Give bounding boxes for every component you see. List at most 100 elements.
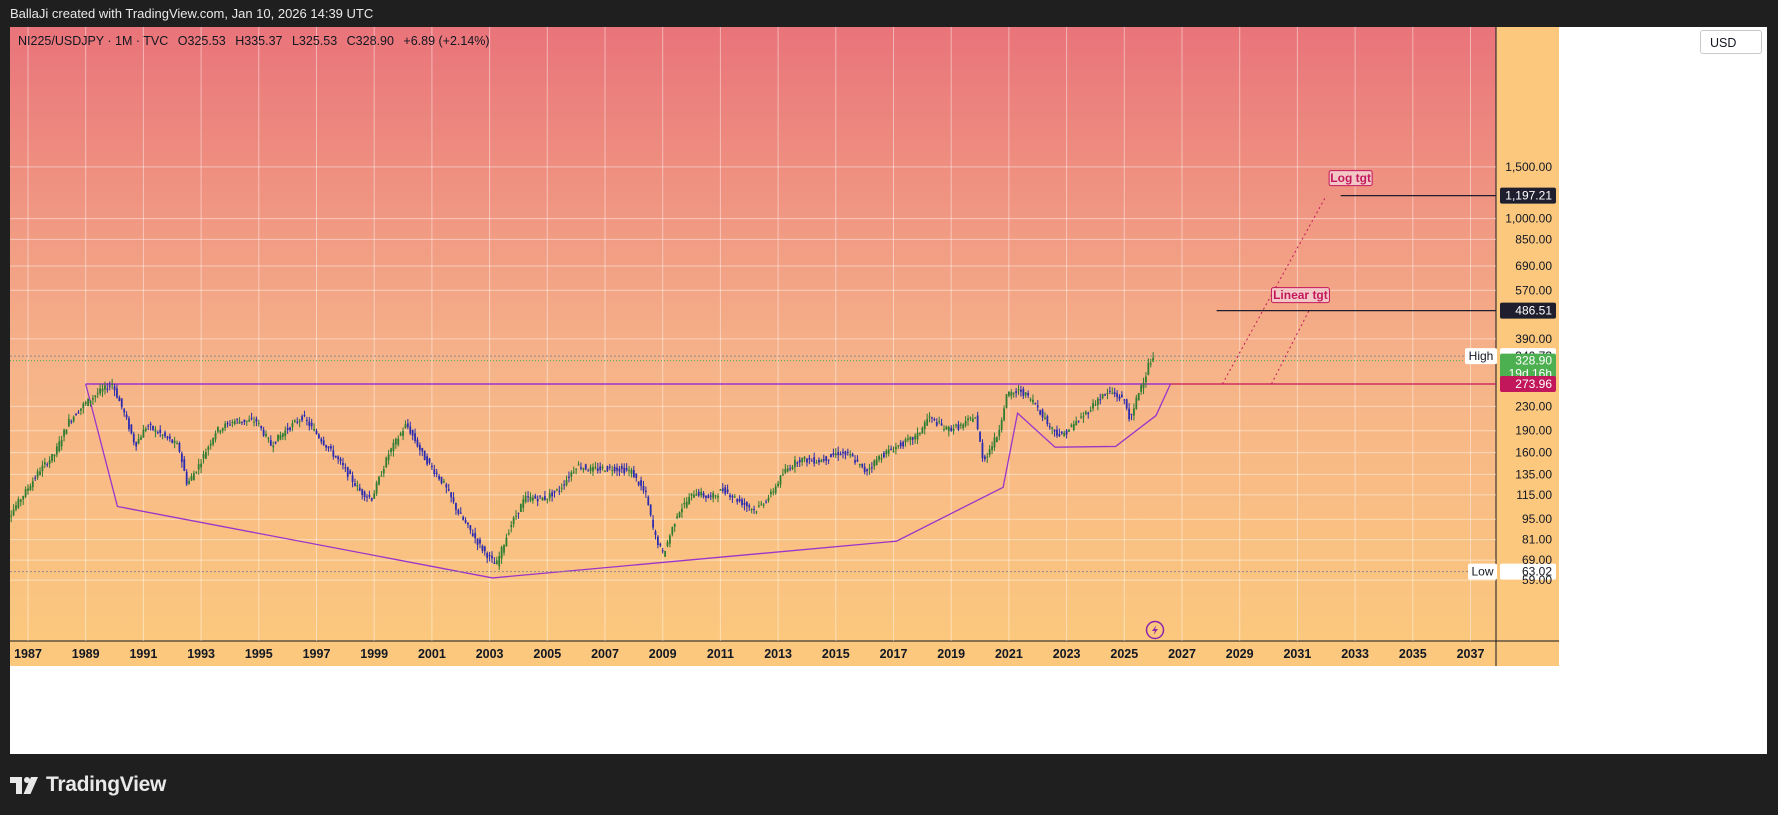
candle-body bbox=[84, 402, 87, 404]
candle-body bbox=[661, 550, 664, 552]
candle-body bbox=[760, 503, 763, 505]
candle-body bbox=[1116, 393, 1118, 397]
candle-body bbox=[543, 496, 546, 500]
candle-body bbox=[654, 531, 657, 536]
candle-body bbox=[940, 423, 943, 426]
candle-body bbox=[1111, 392, 1114, 394]
candle-body bbox=[498, 556, 501, 567]
candle-body bbox=[685, 501, 688, 508]
candle-body bbox=[351, 475, 354, 482]
candle-body bbox=[310, 422, 313, 427]
candle-body bbox=[1010, 392, 1013, 396]
brand-logo[interactable]: TradingView bbox=[10, 770, 166, 800]
candle-body bbox=[43, 462, 46, 465]
candle-body bbox=[166, 436, 169, 439]
candle-body bbox=[1075, 421, 1078, 426]
candle-body bbox=[214, 433, 217, 440]
time-tick-label: 2011 bbox=[707, 647, 734, 661]
candle-body bbox=[753, 508, 755, 510]
candle-body bbox=[794, 459, 796, 467]
candle-body bbox=[79, 408, 82, 411]
candle-body bbox=[229, 424, 231, 426]
high-tag-label-box bbox=[1465, 348, 1497, 365]
candle-body bbox=[608, 466, 611, 468]
attribution-text: BallaJi created with TradingView.com, Ja… bbox=[10, 6, 374, 21]
candle-body bbox=[664, 551, 667, 557]
candle-body bbox=[298, 420, 301, 422]
symbol-label[interactable]: NI225/USDJPY · 1M · TVC bbox=[18, 34, 169, 48]
candle-body bbox=[652, 519, 654, 528]
candle-body bbox=[551, 492, 554, 497]
candle-body bbox=[534, 495, 537, 499]
candle-body bbox=[765, 501, 767, 503]
tradingview-logo-icon bbox=[10, 776, 38, 794]
candle-body bbox=[974, 417, 977, 419]
price-axis-background bbox=[1496, 27, 1559, 666]
time-tick-label: 2007 bbox=[591, 647, 619, 661]
price-tick-label: 190.00 bbox=[1515, 424, 1552, 438]
candle-body bbox=[935, 422, 938, 426]
price-tick-label: 69.00 bbox=[1522, 553, 1552, 567]
candle-body bbox=[577, 464, 580, 466]
candle-body bbox=[947, 426, 950, 432]
candle-body bbox=[423, 451, 426, 461]
candle-body bbox=[248, 419, 251, 422]
candle-body bbox=[253, 421, 255, 423]
candle-body bbox=[366, 496, 368, 498]
candle-body bbox=[630, 469, 633, 474]
candle-body bbox=[580, 467, 582, 469]
candle-body bbox=[839, 453, 842, 456]
candle-body bbox=[695, 493, 698, 496]
linear-target-tag-box bbox=[1270, 287, 1330, 304]
candle-body bbox=[281, 433, 284, 438]
candle-body bbox=[791, 466, 794, 469]
candle-body bbox=[1135, 397, 1138, 409]
price-axis[interactable]: 1,500.00 1,000.00 850.00 690.00 570.00 390.00… bbox=[1505, 160, 1552, 587]
candle-body bbox=[137, 438, 140, 444]
candle-body bbox=[260, 425, 263, 429]
candle-body bbox=[510, 525, 513, 528]
candle-body bbox=[404, 424, 407, 428]
close-value: C328.90 bbox=[346, 34, 394, 48]
candle-body bbox=[678, 512, 681, 517]
lightning-icon[interactable] bbox=[1145, 620, 1165, 640]
candle-body bbox=[245, 420, 248, 422]
neckline-value-label-box bbox=[1500, 375, 1556, 392]
candle-body bbox=[683, 502, 686, 505]
candle-body bbox=[1048, 426, 1051, 428]
candle-body bbox=[462, 516, 465, 520]
candle-body bbox=[964, 420, 967, 426]
low-tag-label: Low bbox=[1471, 565, 1493, 579]
candle-body bbox=[769, 491, 772, 495]
candle-body bbox=[190, 476, 193, 481]
candle-body bbox=[1142, 382, 1145, 389]
candle-body bbox=[856, 459, 859, 462]
candle-body bbox=[279, 435, 282, 440]
candle-body bbox=[709, 495, 712, 497]
candle-body bbox=[914, 435, 917, 440]
candle-body bbox=[346, 467, 349, 477]
candle-body bbox=[399, 433, 402, 436]
candle-body bbox=[406, 423, 409, 427]
currency-button[interactable]: USD bbox=[1700, 30, 1762, 54]
candle-body bbox=[29, 486, 32, 491]
time-axis[interactable]: 1987 1989 1991 1993 1995 1997 1999 2001 2003 2005… bbox=[14, 647, 1484, 661]
candle-body bbox=[522, 499, 525, 508]
candle-body bbox=[1022, 388, 1025, 396]
candle-body bbox=[358, 487, 361, 491]
candle-body bbox=[890, 448, 892, 450]
candle-body bbox=[65, 429, 68, 435]
candle-body bbox=[471, 533, 474, 537]
candle-body bbox=[488, 555, 491, 557]
time-tick-label: 2001 bbox=[418, 647, 446, 661]
candle-body bbox=[671, 527, 674, 535]
candle-body bbox=[459, 512, 462, 514]
candle-body bbox=[979, 432, 981, 442]
candle-body bbox=[450, 492, 453, 498]
candle-body bbox=[1041, 409, 1044, 418]
candle-body bbox=[1094, 404, 1097, 406]
candle-body bbox=[705, 495, 707, 498]
candle-body bbox=[320, 438, 323, 442]
